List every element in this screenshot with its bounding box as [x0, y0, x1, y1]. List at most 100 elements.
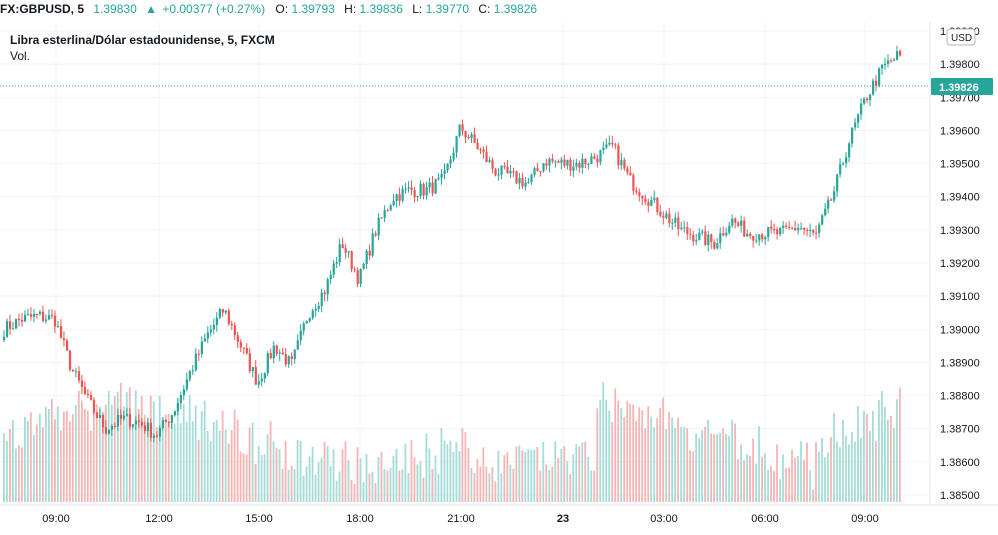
volume-bar — [782, 454, 784, 502]
time-axis[interactable]: 09:00 12:00 15:00 18:00 21:00 23 03:00 06:00 09:… — [42, 513, 879, 525]
volume-bar — [215, 420, 218, 502]
candle-body — [590, 156, 593, 164]
price-tick-label: 1.39300 — [940, 225, 980, 237]
volume-bar — [95, 404, 98, 502]
candle-body — [377, 217, 380, 236]
candle-body — [50, 315, 54, 317]
candle-body — [668, 213, 671, 223]
volume-bar — [740, 444, 742, 502]
volume-bar — [266, 434, 269, 502]
candle-body — [35, 314, 39, 316]
candle-body — [134, 420, 138, 425]
volume-bar — [608, 410, 611, 502]
volume-bar — [200, 411, 203, 502]
open-value: 1.39793 — [291, 2, 335, 16]
volume-bar — [32, 434, 35, 502]
volume-bar — [818, 451, 820, 502]
time-tick-label: 09:00 — [42, 513, 70, 525]
volume-bar — [701, 430, 704, 502]
volume-bar — [50, 399, 53, 502]
candle-body — [206, 332, 209, 339]
volume-bar — [656, 418, 659, 502]
candle-body — [341, 244, 344, 249]
candle-body — [404, 188, 407, 190]
volume-bar — [812, 489, 814, 502]
volume-bar — [638, 407, 641, 502]
candle-body — [485, 151, 488, 162]
candle-body — [752, 235, 755, 241]
volume-bar — [326, 446, 329, 502]
volume-bar — [878, 400, 880, 502]
candle-body — [128, 414, 132, 427]
candle-body — [338, 244, 341, 263]
candle-body — [440, 173, 443, 178]
volume-bar — [533, 449, 536, 502]
candle-body — [806, 229, 809, 231]
volume-bar — [71, 414, 74, 502]
candle-body — [44, 319, 48, 321]
candle-body — [746, 233, 749, 237]
volume-bar — [239, 451, 242, 502]
volume-bar — [407, 472, 410, 502]
volume-bar — [464, 432, 467, 502]
volume-bar — [713, 434, 716, 502]
candle-body — [26, 314, 30, 316]
volume-bar — [350, 479, 353, 502]
candle-body — [260, 378, 263, 382]
candle-body — [293, 349, 296, 360]
candle-body — [494, 168, 497, 176]
price-axis[interactable]: 1.38500 1.38600 1.38700 1.38800 1.38900 1.390… — [940, 26, 980, 502]
candle-body — [755, 240, 758, 242]
volume-bar — [365, 454, 368, 502]
volume-bar — [677, 417, 680, 502]
candle-body — [506, 166, 509, 174]
time-tick-label: 18:00 — [346, 513, 374, 525]
volume-bar — [647, 406, 650, 502]
candle-body — [629, 172, 632, 175]
candle-body — [62, 338, 66, 341]
volume-bar — [185, 421, 188, 502]
volume-bar — [842, 419, 844, 502]
candle-body — [104, 427, 108, 434]
candle-body — [560, 159, 563, 163]
volume-bar — [374, 483, 377, 502]
candle-body — [248, 353, 251, 372]
volume-bar — [305, 466, 308, 502]
volume-bar — [800, 441, 802, 502]
currency-button-label: USD — [951, 33, 972, 44]
candle-body — [392, 200, 395, 206]
candle-body — [524, 182, 527, 187]
candle-body — [677, 217, 680, 230]
candle-body — [389, 205, 392, 211]
volume-bar — [860, 437, 862, 502]
candle-body — [350, 251, 353, 270]
currency-button[interactable]: USD — [946, 28, 976, 46]
price-tick-label: 1.39800 — [940, 59, 980, 71]
volume-bar — [77, 390, 80, 502]
volume-bar — [29, 412, 32, 502]
candle-body — [857, 114, 860, 123]
volume-bar — [107, 390, 110, 502]
candle-body — [635, 190, 638, 193]
candle-body — [425, 187, 428, 196]
volume-bar — [332, 449, 335, 502]
candle-body — [125, 414, 129, 416]
volume-bar — [593, 470, 596, 502]
candle-body — [326, 279, 329, 295]
candle-body — [308, 318, 311, 322]
candle-body — [419, 183, 422, 196]
candle-body — [281, 352, 284, 355]
volume-bar — [137, 408, 140, 502]
volume-bar — [293, 469, 296, 502]
volume-bar — [275, 447, 278, 502]
candle-body — [449, 159, 452, 164]
volume-bar — [611, 422, 614, 502]
candle-body — [56, 326, 60, 328]
volume-bar — [68, 421, 71, 502]
candle-body — [827, 199, 830, 209]
candle-body — [200, 341, 203, 354]
volume-bar — [410, 440, 413, 502]
candle-body — [626, 168, 629, 173]
volume-bar — [89, 430, 92, 502]
